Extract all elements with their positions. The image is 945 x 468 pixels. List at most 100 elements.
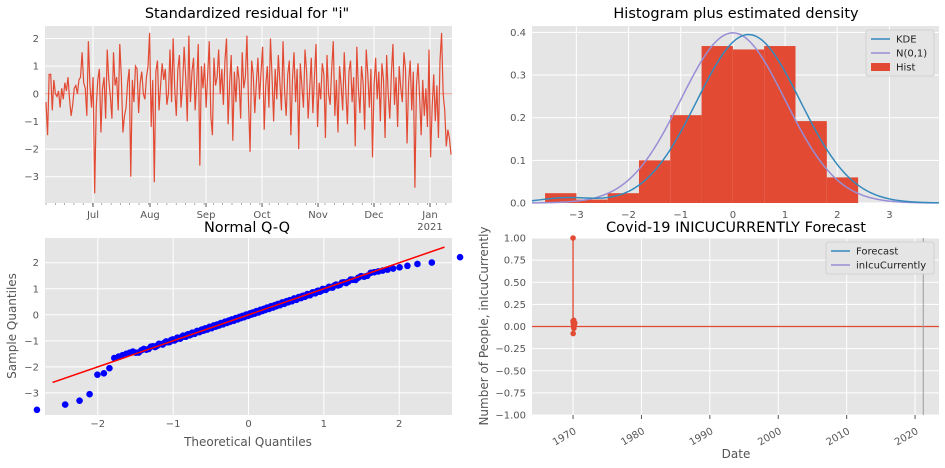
histogram-bar [576, 199, 608, 203]
qq-y-tick-label: 0 [33, 310, 39, 321]
qq-x-axis-label: Theoretical Quantiles [183, 435, 312, 449]
residual-y-ticks: −3 −2 −1 0 1 2 [24, 34, 39, 183]
qq-point [396, 264, 403, 271]
qq-point [61, 401, 69, 408]
residual-x-tick-label: Sep [197, 210, 216, 221]
histogram-y-tick-label: 0.1 [510, 156, 526, 167]
qq-x-tick-label: 1 [321, 419, 327, 430]
histogram-y-tick-label: 0.2 [510, 113, 526, 124]
forecast-y-tick-label: −0.75 [495, 388, 526, 399]
histogram-legend-label: Hist [896, 63, 916, 74]
qq-point [428, 259, 436, 266]
qq-point [94, 371, 101, 378]
forecast-marker [570, 317, 577, 324]
kde-curve [531, 33, 940, 204]
forecast-y-tick-label: 1.00 [504, 234, 526, 245]
qq-y-tick-label: 2 [33, 258, 39, 269]
residual-x-tick-label: Aug [140, 210, 160, 221]
histogram-x-tick-label: −1 [673, 210, 688, 221]
forecast-legend: Forecast inIcuCurrently [825, 241, 935, 275]
residual-x-ticks: Jul Aug Sep Oct Nov Dec Jan 2021 [45, 203, 447, 233]
forecast-x-tick-label: 2010 [825, 426, 853, 448]
histogram-legend-label: KDE [896, 35, 917, 46]
qq-panel: Normal Q-Q −3 −2 −1 0 1 2 −2 −1 0 1 2 Theoretical… [5, 220, 464, 449]
forecast-title: Covid-19 INICUCURRENTLY Forecast [606, 220, 866, 236]
forecast-legend-box [825, 241, 935, 275]
forecast-x-tick-label: 1990 [688, 426, 716, 448]
qq-reference-line [52, 246, 445, 384]
histogram-y-tick-label: 0.3 [510, 71, 526, 82]
residual-x-tick-label-line: Aug [140, 210, 160, 221]
qq-y-axis-label: Sample Quantiles [5, 273, 19, 379]
qq-x-tick-label: 0 [245, 419, 251, 430]
residual-x-tick-label-line: Jan [421, 210, 437, 221]
histogram-legend: KDE N(0,1) Hist [865, 29, 935, 77]
histogram-x-tick-label: 2 [834, 210, 840, 221]
residual-title: Standardized residual for "i" [145, 6, 349, 22]
qq-grid [45, 238, 452, 415]
forecast-x-tick-label: 2020 [893, 426, 921, 448]
qq-point [33, 406, 41, 414]
forecast-y-ticks: −1.00 −0.75 −0.50 −0.25 0.00 0.25 0.50 0.75 1.00 [495, 234, 526, 422]
residual-x-tick-label-line: Oct [253, 210, 270, 221]
normal-density-curve [531, 32, 940, 204]
qq-point [106, 364, 113, 372]
qq-y-tick-label: −3 [24, 388, 39, 399]
histogram-bar [670, 115, 702, 203]
histogram-panel: Histogram plus estimated density 0.0 0.1 0… [510, 6, 940, 221]
residual-x-tick-label-line: Nov [308, 210, 328, 221]
forecast-y-tick-label: −0.50 [495, 366, 526, 377]
residual-y-tick-label: 2 [33, 34, 39, 45]
residual-y-tick-label: −1 [24, 117, 39, 128]
residual-x-tick-label-line: Dec [364, 210, 383, 221]
qq-x-ticks: −2 −1 0 1 2 [90, 419, 402, 430]
forecast-legend-label: Forecast [856, 247, 898, 258]
histogram-bar [607, 193, 639, 203]
histogram-title: Histogram plus estimated density [613, 6, 859, 22]
residual-x-tick-label-line: Sep [197, 210, 216, 221]
qq-point [456, 253, 464, 261]
qq-y-ticks: −3 −2 −1 0 1 2 [24, 258, 39, 399]
residual-panel: Standardized residual for "i" −3−2−1012 … [24, 6, 452, 233]
residual-x-tick-label-line: 2021 [417, 222, 442, 233]
forecast-x-axis-label: Date [722, 447, 751, 461]
forecast-marker [570, 330, 576, 337]
qq-point [414, 260, 421, 268]
histogram-bar [732, 49, 765, 204]
residual-x-tick-label: Dec [364, 210, 383, 221]
histogram-x-tick-label: 1 [782, 210, 788, 221]
qq-y-tick-label: −1 [24, 336, 39, 347]
qq-y-tick-label: 1 [33, 284, 39, 295]
residual-x-tick-label: Nov [308, 210, 328, 221]
residual-series-line [45, 32, 452, 194]
residual-x-tick-label-line: Jul [86, 210, 99, 221]
forecast-y-tick-label: −1.00 [495, 411, 526, 422]
qq-point [86, 390, 93, 398]
qq-x-tick-label: −2 [90, 419, 105, 430]
histogram-x-ticks: −3 −2 −1 0 1 2 3 [569, 210, 893, 221]
histogram-legend-swatch [871, 63, 890, 71]
histogram-bar [795, 121, 827, 203]
residual-y-tick-label: −2 [24, 145, 39, 156]
histogram-bar [764, 46, 796, 204]
histogram-bar [701, 46, 733, 204]
residual-x-tick-label: Jan 2021 [417, 210, 442, 233]
qq-y-tick-label: −2 [24, 362, 39, 373]
histogram-y-tick-label: 0.4 [510, 28, 526, 39]
forecast-x-ticks: 1970 1980 1990 2000 2010 2020 [551, 415, 921, 448]
histogram-x-tick-label: 0 [730, 210, 736, 221]
forecast-y-tick-label: 0.00 [504, 322, 526, 333]
qq-x-tick-label: 2 [396, 419, 402, 430]
residual-y-tick-label: 1 [33, 62, 39, 73]
forecast-legend-label: inIcuCurrently [856, 261, 926, 272]
forecast-x-tick-label: 1980 [619, 426, 647, 448]
residual-x-tick-label: Oct [253, 210, 270, 221]
histogram-x-tick-label: 3 [886, 210, 892, 221]
histogram-y-tick-label: 0.0 [510, 199, 526, 210]
histogram-legend-label: N(0,1) [896, 49, 927, 60]
residual-y-tick-label: −3 [24, 172, 39, 183]
forecast-y-tick-label: 0.50 [504, 278, 526, 289]
forecast-panel: Covid-19 INICUCURRENTLY Forecast −1.00 −0… [477, 220, 939, 461]
qq-x-tick-label: −1 [166, 419, 181, 430]
